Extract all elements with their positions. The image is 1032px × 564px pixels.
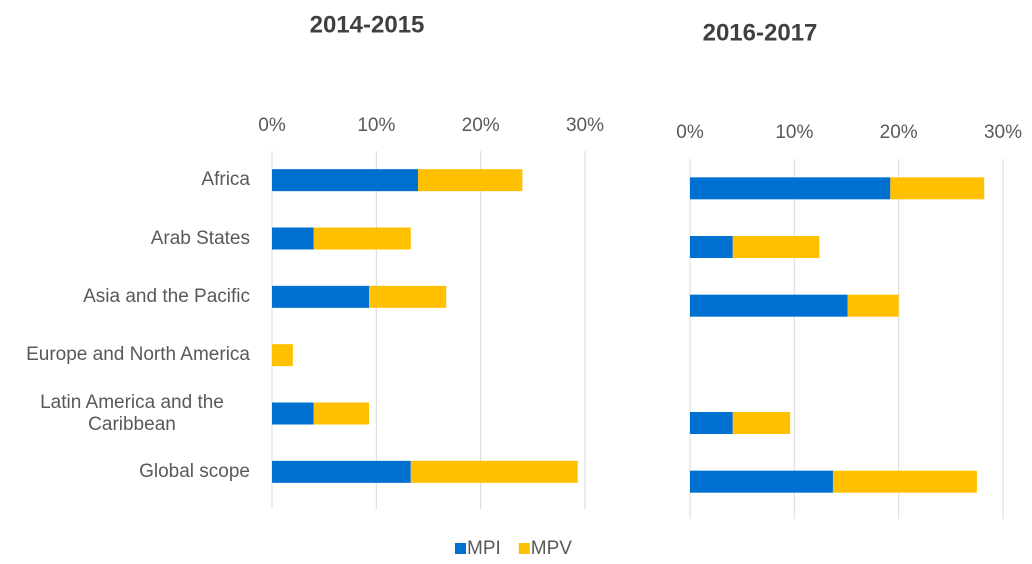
category-label: Europe and North America <box>26 344 250 366</box>
bar-segment <box>272 344 293 367</box>
bar-segment <box>272 169 419 192</box>
bar-segment <box>890 177 985 200</box>
legend-swatch <box>518 543 530 554</box>
bar-segment <box>690 177 891 200</box>
chart-title: 2014-2015 <box>310 11 425 38</box>
bar-segment <box>410 460 578 483</box>
chart-title: 2016-2017 <box>703 19 818 46</box>
category-label: Latin America and the Caribbean <box>40 391 224 435</box>
x-tick-label: 0% <box>676 122 704 143</box>
category-label: Global scope <box>139 460 250 482</box>
x-tick-label: 10% <box>357 115 395 136</box>
bar-segment <box>369 285 447 308</box>
bar-segment <box>313 227 411 250</box>
x-tick-label: 20% <box>880 122 918 143</box>
bar-segment <box>732 412 791 434</box>
bar-segment <box>272 227 314 250</box>
legend-label: MPV <box>531 538 573 559</box>
x-tick-label: 20% <box>462 115 500 136</box>
bar-segment <box>832 470 977 493</box>
bar-segment <box>690 236 733 258</box>
legend-swatch <box>455 543 466 554</box>
bar-segment <box>418 169 523 192</box>
x-tick-label: 30% <box>984 122 1022 143</box>
bar-segment <box>313 402 370 425</box>
bar-segment <box>690 412 733 434</box>
bar-segment <box>847 294 899 317</box>
category-label: Asia and the Pacific <box>83 285 250 307</box>
bar-segment <box>272 285 370 308</box>
x-tick-label: 30% <box>566 115 604 136</box>
category-label: Africa <box>201 169 250 191</box>
category-label: Arab States <box>150 227 250 249</box>
bar-segment <box>690 470 833 493</box>
x-tick-label: 0% <box>258 115 286 136</box>
bar-segment <box>732 236 820 258</box>
bar-segment <box>272 460 411 483</box>
legend-label: MPI <box>467 538 501 559</box>
x-tick-label: 10% <box>775 122 813 143</box>
bar-segment <box>690 294 848 317</box>
bar-segment <box>272 402 314 425</box>
